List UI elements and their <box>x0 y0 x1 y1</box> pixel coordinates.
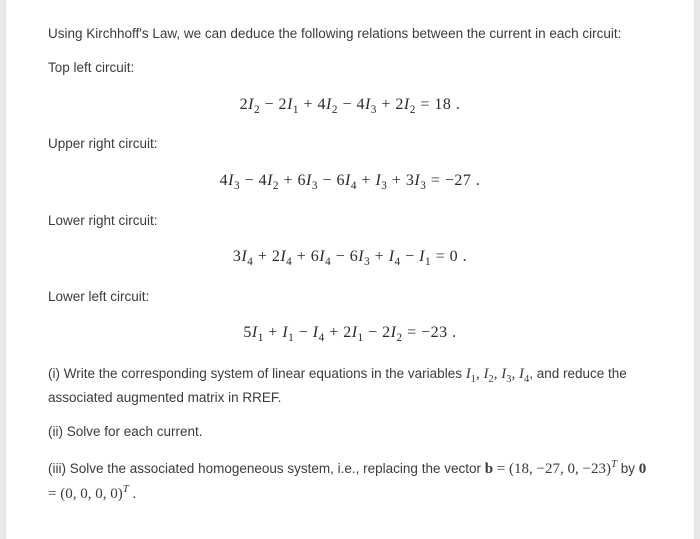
document-page: Using Kirchhoff's Law, we can deduce the… <box>6 0 694 539</box>
q3-by: by <box>617 461 639 476</box>
section-label-topleft: Top left circuit: <box>48 58 652 78</box>
q3-pre: (iii) Solve the associated homogeneous s… <box>48 461 485 476</box>
question-i: (i) Write the corresponding system of li… <box>48 363 652 408</box>
section-label-upperright: Upper right circuit: <box>48 134 652 154</box>
q3-end: . <box>129 486 137 502</box>
equation-topleft: 2I2 − 2I1 + 4I2 − 4I3 + 2I2 = 18 . <box>48 93 652 119</box>
section-label-lowerleft: Lower left circuit: <box>48 287 652 307</box>
q1-pre: (i) Write the corresponding system of li… <box>48 366 466 381</box>
q1-vars: I1, I2, I3, I4 <box>466 366 530 382</box>
equation-lowerleft: 5I1 + I1 − I4 + 2I1 − 2I2 = −23 . <box>48 321 652 347</box>
q3-vector-b: b = (18, −27, 0, −23)T <box>485 461 617 477</box>
equation-lowerright: 3I4 + 2I4 + 6I4 − 6I3 + I4 − I1 = 0 . <box>48 245 652 271</box>
question-ii: (ii) Solve for each current. <box>48 422 652 442</box>
equation-upperright: 4I3 − 4I2 + 6I3 − 6I4 + I3 + 3I3 = −27 . <box>48 169 652 195</box>
intro-text: Using Kirchhoff's Law, we can deduce the… <box>48 24 652 44</box>
question-iii: (iii) Solve the associated homogeneous s… <box>48 456 652 505</box>
section-label-lowerright: Lower right circuit: <box>48 211 652 231</box>
